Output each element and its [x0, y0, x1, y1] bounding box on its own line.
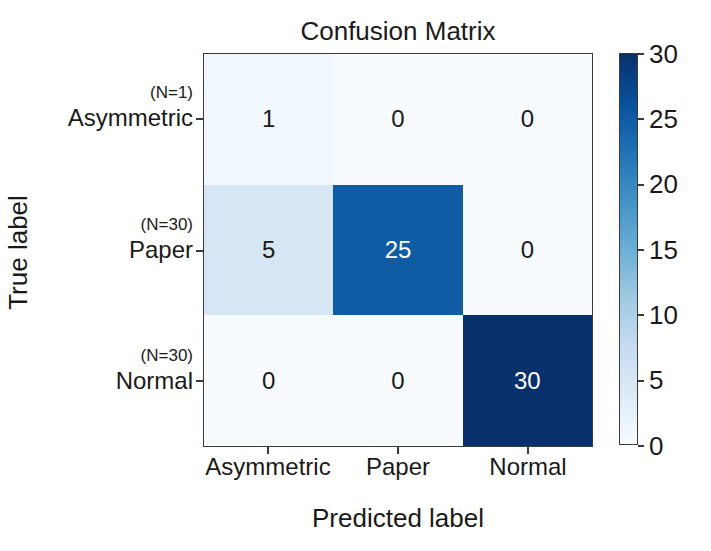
matrix-cell: 30	[463, 315, 592, 446]
y-tick-mark	[196, 118, 203, 120]
row-count-label: (N=1)	[150, 83, 193, 103]
colorbar-tick-label: 10	[649, 302, 678, 328]
y-tick-label-normal: (N=30) Normal	[0, 346, 193, 396]
chart-title: Confusion Matrix	[203, 16, 593, 46]
colorbar-tick-label: 0	[649, 433, 663, 459]
x-axis-label: Predicted label	[278, 503, 518, 534]
matrix-cell: 0	[463, 185, 592, 316]
matrix-cell: 0	[333, 54, 462, 185]
colorbar	[619, 53, 638, 445]
colorbar-tick-mark	[638, 184, 644, 186]
colorbar-tick-mark	[638, 380, 644, 382]
row-category-label: Paper	[129, 235, 193, 265]
row-category-label: Normal	[116, 366, 193, 396]
colorbar-tick-mark	[638, 118, 644, 120]
y-tick-label-paper: (N=30) Paper	[0, 215, 193, 265]
colorbar-tick-label: 15	[649, 237, 678, 263]
y-tick-label-asymmetric: (N=1) Asymmetric	[0, 83, 193, 133]
colorbar-tick-label: 20	[649, 171, 678, 197]
colorbar-tick-label: 5	[649, 367, 663, 393]
heatmap-grid: 1 0 0 5 25 0 0 0 30	[203, 53, 593, 447]
colorbar-tick-label: 25	[649, 106, 678, 132]
confusion-matrix-figure: Confusion Matrix True label (N=1) Asymme…	[0, 0, 711, 551]
row-count-label: (N=30)	[141, 215, 193, 235]
matrix-cell: 25	[333, 185, 462, 316]
colorbar-tick-mark	[638, 445, 644, 447]
matrix-cell: 0	[333, 315, 462, 446]
matrix-cell: 1	[204, 54, 333, 185]
y-tick-mark	[196, 380, 203, 382]
x-tick-label-normal: Normal	[443, 453, 613, 481]
colorbar-tick-mark	[638, 249, 644, 251]
row-category-label: Asymmetric	[68, 103, 193, 133]
colorbar-tick-mark	[638, 53, 644, 55]
y-tick-mark	[196, 250, 203, 252]
colorbar-tick-label: 30	[649, 41, 678, 67]
matrix-cell: 0	[463, 54, 592, 185]
matrix-cell: 5	[204, 185, 333, 316]
colorbar-tick-mark	[638, 314, 644, 316]
matrix-cell: 0	[204, 315, 333, 446]
row-count-label: (N=30)	[141, 346, 193, 366]
